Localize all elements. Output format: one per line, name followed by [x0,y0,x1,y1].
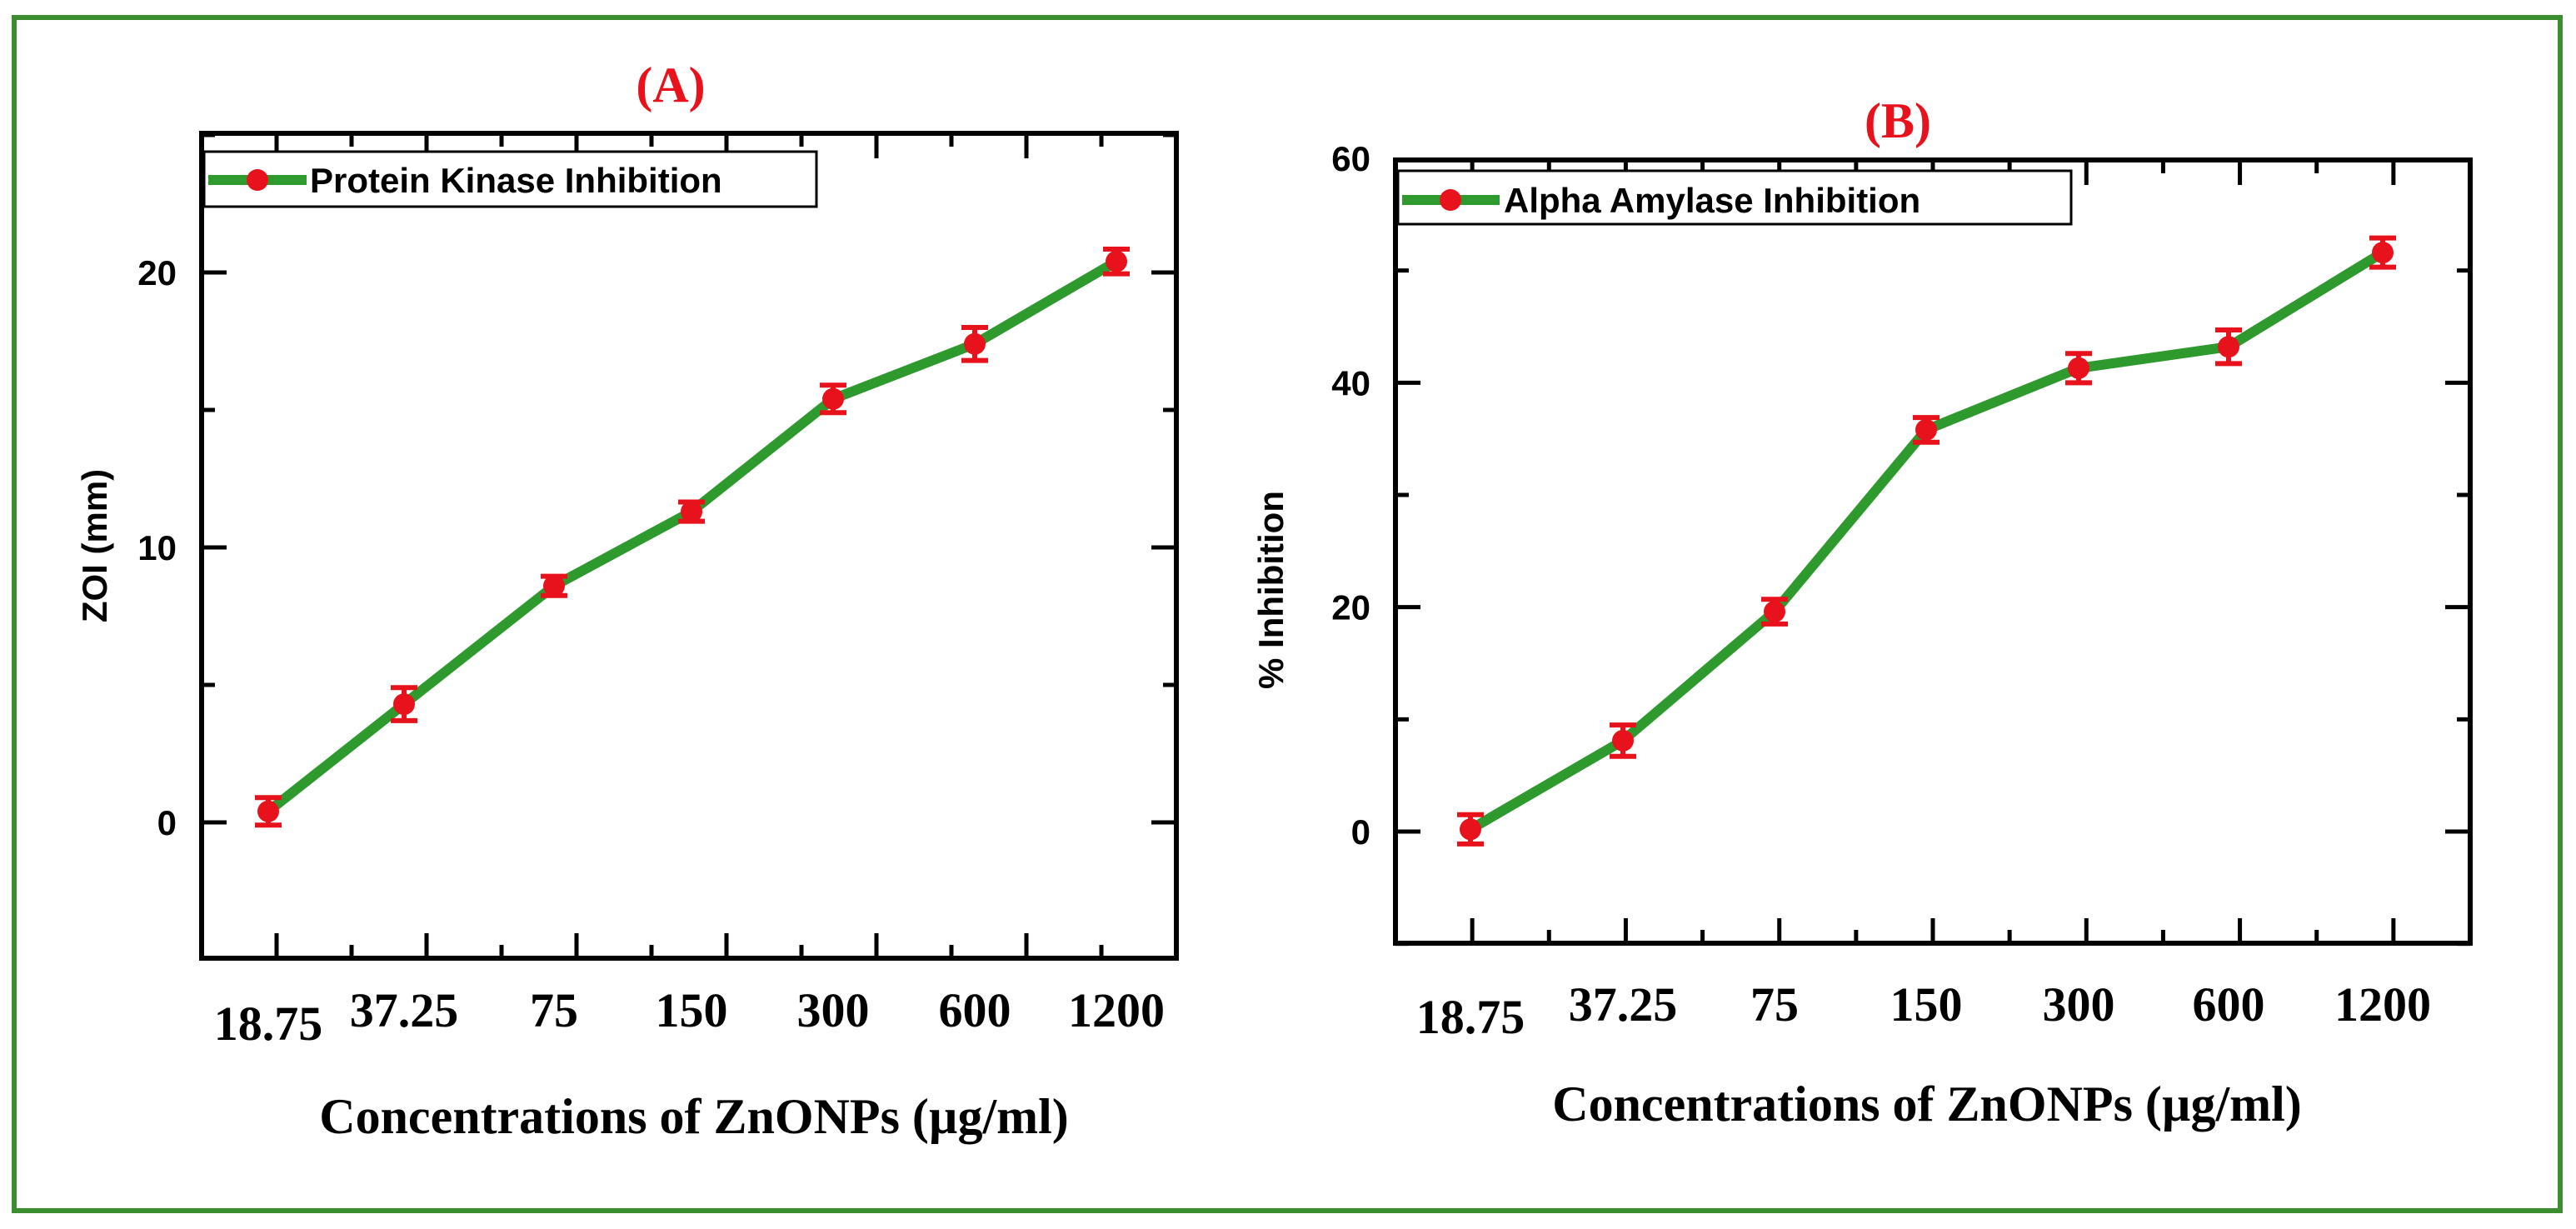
panel-b-legend-label: Alpha Amylase Inhibition [1504,181,1920,220]
b-y-tick-label: 0 [1351,812,1370,852]
b-data-point [1915,418,1937,441]
panel-a-y-axis-ticks [202,132,1176,825]
a-x-tick-label: 600 [939,983,1011,1037]
a-data-point [257,800,279,822]
panel-b-data-points [1460,242,2394,841]
panel-a-legend-marker [247,169,268,191]
b-data-point [2068,357,2089,379]
panel-a-x-axis-title: Concentrations of ZnONPs (µg/ml) [319,1089,1069,1144]
a-data-point [393,693,415,716]
a-x-tick-label: 300 [797,983,870,1037]
b-x-tick-label: 75 [1750,977,1799,1032]
panel-b-x-axis-title: Concentrations of ZnONPs (µg/ml) [1552,1077,2302,1132]
a-x-tick-label: 150 [656,983,728,1037]
panel-a-chart: (A) 18.75 37.25 75 150 300 600 1200 0 10 20 Conc… [75,57,1179,1144]
panel-b-label: (B) [1865,93,1931,148]
panel-b-x-tick-labels: 18.75 37.25 75 150 300 600 1200 [1416,977,2431,1044]
panel-a-label: (A) [636,57,705,112]
a-data-point [1106,250,1127,272]
panel-b-plot-frame [1393,157,2473,946]
a-x-tick-label: 75 [530,983,578,1037]
panel-a-legend-label: Protein Kinase Inhibition [310,161,722,200]
a-data-point [964,332,986,355]
a-data-point [681,501,702,523]
panel-a-x-axis-ticks [199,133,1179,958]
a-data-point [543,575,565,597]
panel-a-plot-frame [199,131,1179,961]
a-x-tick-label: 18.75 [214,997,323,1051]
b-data-point [1764,601,1785,623]
a-x-tick-label: 37.25 [350,983,459,1037]
a-data-point [822,387,844,410]
b-data-point [2218,336,2239,358]
b-data-point [1612,729,1634,752]
panel-a-data-points [257,250,1127,822]
a-y-tick-label: 0 [157,803,177,842]
b-y-tick-label: 60 [1331,139,1370,178]
b-y-tick-label: 40 [1331,363,1370,402]
b-x-tick-label: 37.25 [1569,977,1678,1032]
panel-a-legend: Protein Kinase Inhibition [202,150,818,208]
panel-a-y-axis-title: ZOI (mm) [75,469,114,622]
panel-b-x-axis-ticks [1393,160,2473,943]
panel-b-chart: (B) 18.75 37.25 75 150 300 600 1200 0 20 40 60 Co… [1251,93,2473,1132]
b-x-tick-label: 150 [1890,977,1963,1032]
b-x-tick-label: 300 [2043,977,2115,1032]
b-x-tick-label: 600 [2193,977,2265,1032]
a-y-tick-label: 10 [137,528,177,567]
figure-frame [12,15,2563,1213]
a-y-tick-label: 20 [137,253,177,292]
b-x-tick-label: 18.75 [1416,990,1525,1044]
panel-a-y-tick-labels: 0 10 20 [137,253,177,842]
panel-b-legend-box [1396,169,2073,226]
panel-b-legend-marker [1440,189,1461,211]
b-data-point [1460,818,1481,841]
panel-b-y-axis-ticks [1395,268,2470,947]
panel-b-legend: Alpha Amylase Inhibition [1396,169,2073,226]
b-y-tick-label: 20 [1331,588,1370,627]
b-data-point [2372,242,2394,264]
panel-b-y-tick-labels: 0 20 40 60 [1331,139,1370,852]
panel-b-series-line [1467,247,2386,834]
panel-a-x-tick-labels: 18.75 37.25 75 150 300 600 1200 [214,983,1165,1051]
panel-b-y-axis-title: % Inhibition [1251,491,1290,689]
a-x-tick-label: 1200 [1068,983,1165,1037]
b-x-tick-label: 1200 [2334,977,2431,1032]
panel-a-series-line [265,257,1120,816]
